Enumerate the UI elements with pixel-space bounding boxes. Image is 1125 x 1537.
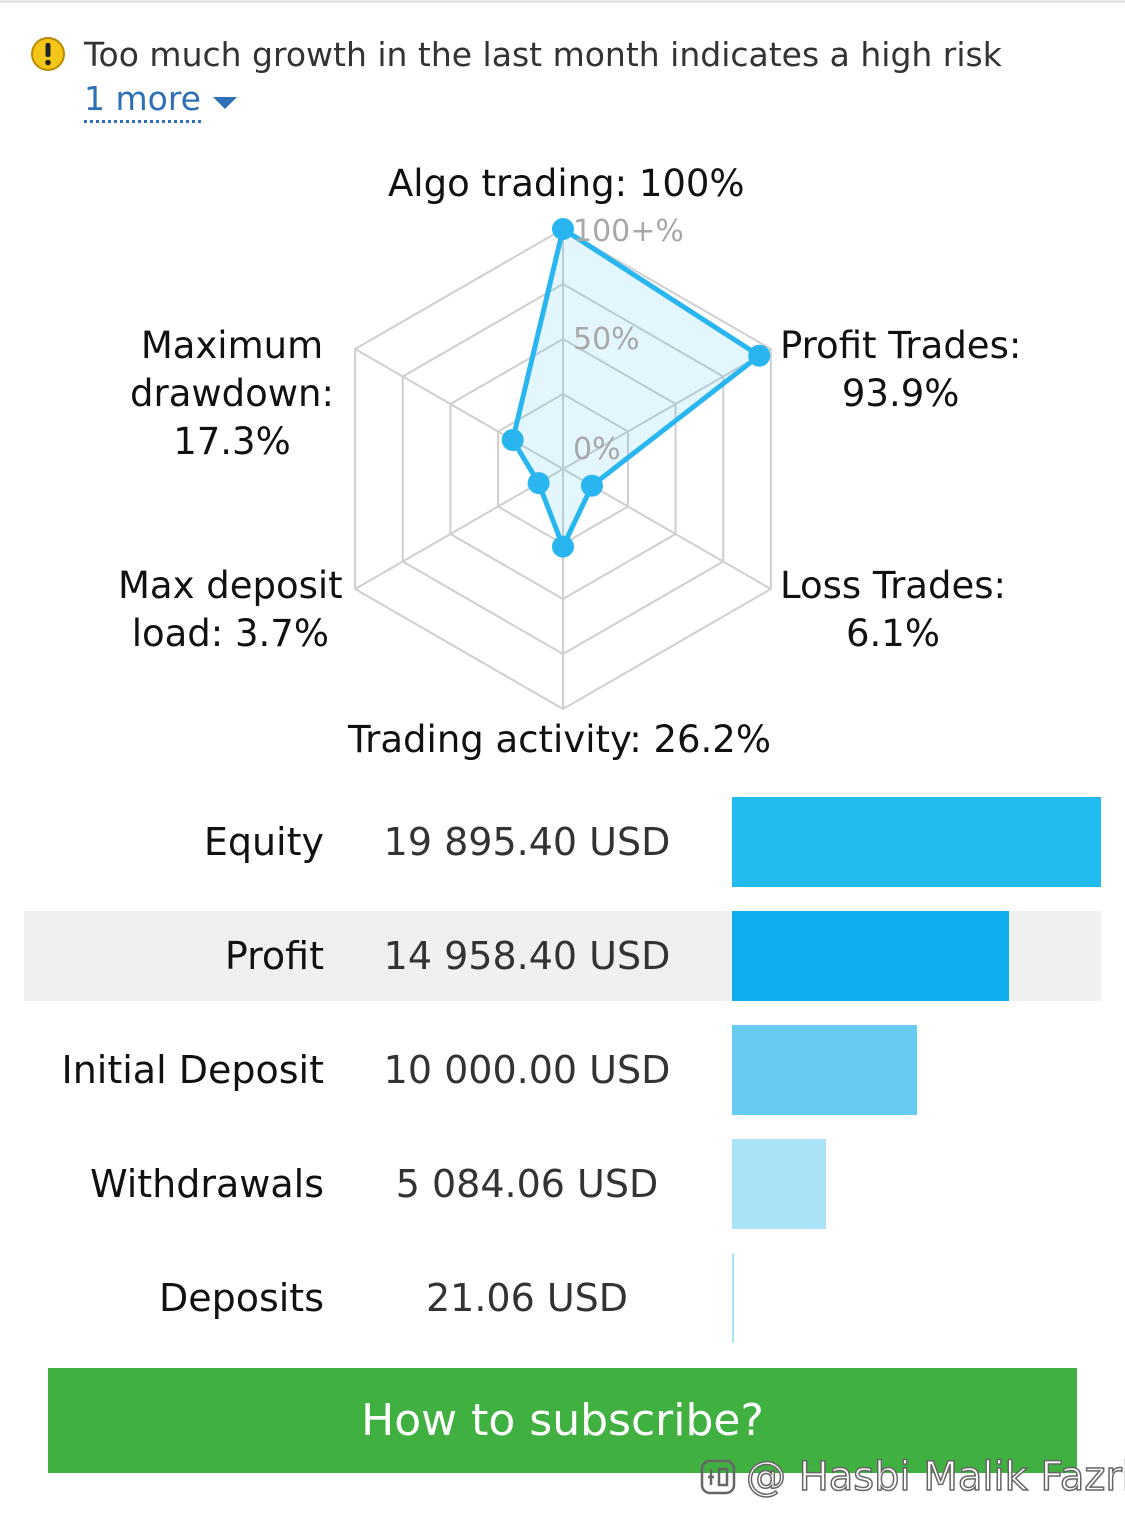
bar-label: Profit bbox=[224, 934, 324, 978]
bar-value: 10 000.00 USD bbox=[383, 1048, 671, 1092]
axis-label-loss-trades: Loss Trades: 6.1% bbox=[780, 564, 1006, 655]
bar-fill-deposits bbox=[732, 1253, 734, 1343]
radar-spoke bbox=[354, 468, 564, 590]
radar-scale-label: 100+% bbox=[573, 214, 684, 249]
radar-chart-svg: 100+% 50% 0% bbox=[354, 214, 772, 711]
zhihu-logo-icon bbox=[700, 1459, 736, 1495]
exclamation-circle-icon bbox=[31, 37, 65, 71]
bar-row-withdrawals: Withdrawals 5 084.06 USD bbox=[24, 1139, 1101, 1229]
risk-warning-text: Too much growth in the last month indica… bbox=[84, 34, 1002, 74]
axis-label-trading-activity: Trading activity: 26.2% bbox=[348, 718, 771, 761]
radar-data-point bbox=[501, 428, 524, 451]
radar-data-point bbox=[748, 344, 771, 367]
radar-data-point bbox=[552, 535, 574, 558]
bar-label: Initial Deposit bbox=[61, 1048, 325, 1092]
radar-spoke bbox=[354, 348, 564, 470]
more-warnings-label: 1 more bbox=[84, 79, 201, 123]
bar-row-initial-deposit: Initial Deposit 10 000.00 USD bbox=[24, 1025, 1101, 1115]
bar-fill-initial-deposit bbox=[732, 1025, 918, 1115]
radar-chart: 100+% 50% 0% Algo trading: 100% Profit Tra… bbox=[0, 150, 1125, 770]
bar-track bbox=[732, 1253, 1101, 1343]
bar-fill-equity bbox=[732, 797, 1101, 887]
bar-value: 14 958.40 USD bbox=[383, 934, 671, 978]
bar-track bbox=[732, 797, 1101, 887]
axis-label-max-deposit-load: Max deposit load: 3.7% bbox=[118, 564, 343, 655]
axis-label-maximum-drawdown: Maximum drawdown: 17.3% bbox=[130, 324, 334, 463]
bar-value: 19 895.40 USD bbox=[383, 820, 671, 864]
top-divider bbox=[0, 0, 1125, 3]
bar-track bbox=[732, 911, 1101, 1001]
radar-scale-label: 0% bbox=[573, 432, 621, 467]
risk-warning: Too much growth in the last month indica… bbox=[30, 34, 1090, 74]
bar-value: 21.06 USD bbox=[425, 1276, 629, 1320]
bar-track bbox=[732, 1025, 1101, 1115]
radar-spoke bbox=[562, 348, 772, 470]
radar-scale-label: 50% bbox=[573, 322, 640, 357]
bar-value: 5 084.06 USD bbox=[395, 1162, 659, 1206]
bar-fill-withdrawals bbox=[732, 1139, 827, 1229]
axis-label-algo-trading: Algo trading: 100% bbox=[388, 162, 745, 205]
radar-data-point bbox=[552, 218, 574, 240]
balance-bars: Equity 19 895.40 USD Profit 14 958.40 US… bbox=[24, 797, 1101, 1367]
radar-data-point bbox=[580, 474, 603, 497]
bar-label: Equity bbox=[203, 820, 324, 864]
watermark-text: @ Hasbi Malik Fazri bbox=[745, 1453, 1125, 1501]
bar-row-profit: Profit 14 958.40 USD bbox=[24, 911, 1101, 1001]
bar-row-equity: Equity 19 895.40 USD bbox=[24, 797, 1101, 887]
more-warnings-link[interactable]: 1 more bbox=[84, 79, 237, 123]
bar-fill-profit bbox=[732, 911, 1010, 1001]
bar-track bbox=[732, 1139, 1101, 1229]
watermark: @ Hasbi Malik Fazri bbox=[700, 1452, 1125, 1502]
bar-label: Deposits bbox=[158, 1276, 324, 1320]
axis-label-profit-trades: Profit Trades: 93.9% bbox=[780, 324, 1022, 415]
chevron-down-icon bbox=[212, 97, 237, 109]
bar-label: Withdrawals bbox=[89, 1162, 324, 1206]
how-to-subscribe-button[interactable]: How to subscribe? bbox=[48, 1368, 1077, 1473]
bar-row-deposits: Deposits 21.06 USD bbox=[24, 1253, 1101, 1343]
radar-data-point bbox=[527, 472, 550, 495]
